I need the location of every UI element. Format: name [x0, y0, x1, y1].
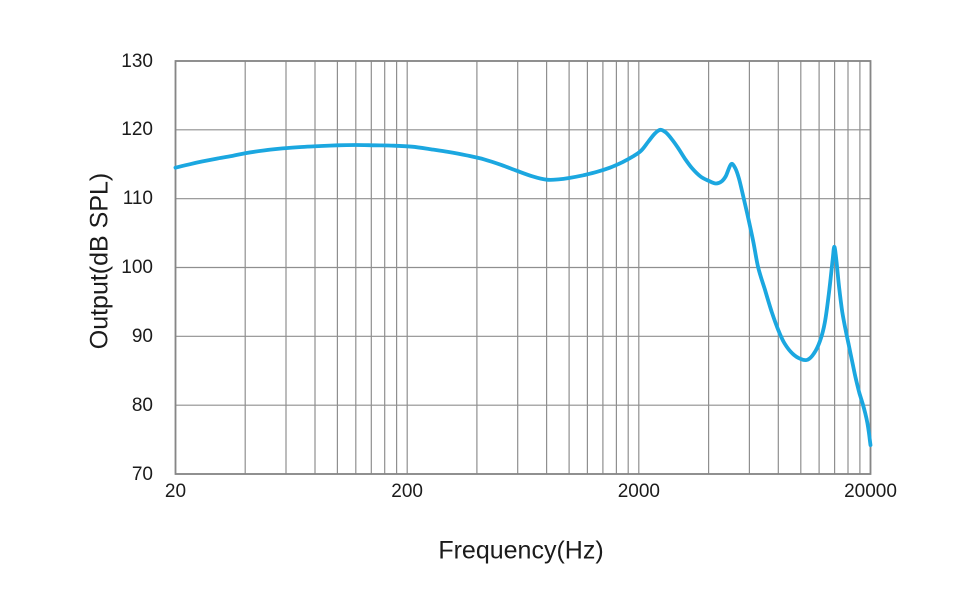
x-tick-label: 20	[164, 481, 187, 502]
y-tick-label: 120	[121, 119, 153, 141]
y-tick-label: 80	[131, 394, 153, 416]
x-tick-label: 2000	[617, 481, 660, 502]
y-tick-label: 130	[121, 50, 153, 72]
response-curve	[173, 127, 873, 447]
x-tick-label: 20000	[844, 481, 897, 502]
y-tick-label: 110	[122, 188, 153, 210]
y-tick-label: 100	[121, 257, 153, 278]
y-tick-label: 70	[131, 463, 153, 485]
x-tick-label: 200	[391, 481, 423, 502]
x-axis-title: Frequency(Hz)	[438, 536, 604, 565]
y-tick-label: 90	[131, 325, 153, 347]
plot-border	[174, 60, 872, 475]
